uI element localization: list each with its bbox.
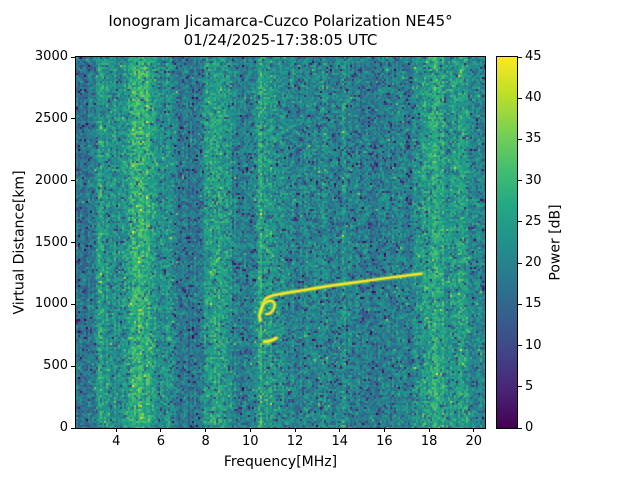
colorbar-tick-mark xyxy=(518,56,522,58)
colorbar-tick-label: 35 xyxy=(525,131,542,147)
colorbar-tick-label: 5 xyxy=(525,378,534,394)
x-tick-mark xyxy=(294,428,296,432)
x-tick-label: 10 xyxy=(242,434,259,449)
colorbar-tick-mark xyxy=(518,221,522,223)
y-tick-mark xyxy=(71,56,75,58)
x-tick-mark xyxy=(205,428,207,432)
x-tick-label: 6 xyxy=(156,434,166,449)
colorbar-tick-mark xyxy=(518,138,522,140)
x-tick-mark xyxy=(473,428,475,432)
x-tick-mark xyxy=(249,428,251,432)
ionogram-heatmap xyxy=(75,56,486,429)
x-tick-mark xyxy=(428,428,430,432)
colorbar-tick-mark xyxy=(518,180,522,182)
x-tick-label: 12 xyxy=(286,434,304,449)
colorbar-tick-mark xyxy=(518,97,522,99)
x-tick-label: 14 xyxy=(331,434,348,449)
colorbar-tick-mark xyxy=(518,345,522,347)
colorbar-tick-label: 15 xyxy=(525,296,542,312)
x-tick-mark xyxy=(383,428,385,432)
y-tick-label: 2500 xyxy=(34,110,68,126)
colorbar-tick-label: 25 xyxy=(525,213,542,229)
colorbar-tick-label: 30 xyxy=(525,172,542,188)
y-tick-label: 1500 xyxy=(34,234,68,250)
y-tick-mark xyxy=(71,242,75,243)
colorbar-tick-label: 20 xyxy=(525,255,542,271)
chart-subtitle: 01/24/2025-17:38:05 UTC xyxy=(183,31,378,49)
colorbar-tick-label: 10 xyxy=(525,337,542,353)
x-tick-label: 8 xyxy=(201,434,210,449)
colorbar-tick-label: 40 xyxy=(525,90,542,106)
colorbar-tick-mark xyxy=(518,427,522,429)
x-tick-mark xyxy=(339,428,341,432)
y-tick-mark xyxy=(71,180,75,182)
x-tick-label: 20 xyxy=(465,434,483,449)
colorbar-tick-label: 45 xyxy=(525,49,542,64)
colorbar-tick-label: 0 xyxy=(525,420,534,435)
y-tick-label: 3000 xyxy=(34,49,68,64)
colorbar-gradient xyxy=(496,56,518,429)
y-tick-label: 0 xyxy=(59,420,68,435)
colorbar-tick-mark xyxy=(518,303,522,305)
y-tick-label: 2000 xyxy=(34,172,68,188)
y-tick-mark xyxy=(71,427,75,429)
chart-title: Ionogram Jicamarca-Cuzco Polarization NE… xyxy=(108,12,453,30)
x-tick-label: 18 xyxy=(420,434,438,449)
y-tick-mark xyxy=(71,365,75,367)
x-axis-label: Frequency[MHz] xyxy=(223,454,338,470)
y-tick-label: 1000 xyxy=(34,296,68,312)
x-tick-mark xyxy=(115,428,117,432)
colorbar-tick-mark xyxy=(518,386,522,388)
colorbar-tick-mark xyxy=(518,262,522,264)
y-tick-mark xyxy=(71,303,75,305)
x-tick-label: 16 xyxy=(376,434,393,449)
y-tick-label: 500 xyxy=(43,358,68,374)
y-tick-mark xyxy=(71,118,75,120)
x-tick-label: 4 xyxy=(112,434,121,449)
x-tick-mark xyxy=(160,428,162,432)
